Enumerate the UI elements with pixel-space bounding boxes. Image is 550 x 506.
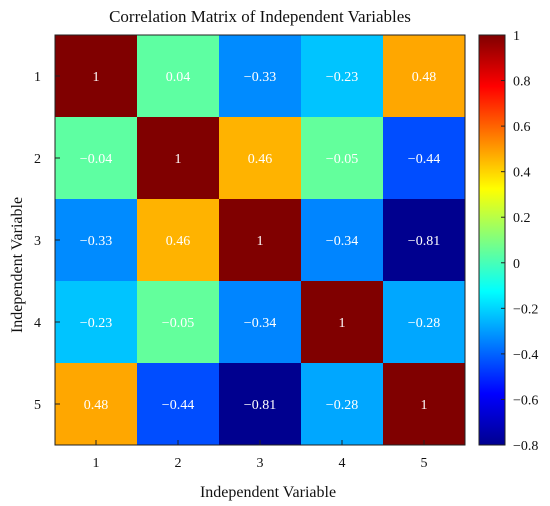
cell-label-r5-c2: −0.44	[162, 398, 194, 413]
heatmap-cell-r4-c2	[137, 281, 220, 364]
x-tick-label-3: 3	[257, 456, 264, 471]
cell-label-r5-c1: 0.48	[84, 398, 109, 413]
heatmap-cell-r4-c4	[301, 281, 384, 364]
heatmap-cell-r1-c4	[301, 35, 384, 118]
y-tick-label-1: 1	[34, 70, 41, 85]
cell-label-r4-c4: 1	[339, 316, 346, 331]
colorbar-tick-label: 1	[513, 29, 520, 44]
heatmap-cell-r1-c3	[219, 35, 302, 118]
heatmap-cell-r1-c1	[55, 35, 138, 118]
cell-label-r2-c4: −0.05	[326, 152, 358, 167]
heatmap-cell-r3-c2	[137, 199, 220, 282]
cell-label-r1-c4: −0.23	[326, 70, 358, 85]
x-tick-label-1: 1	[93, 456, 100, 471]
cell-label-r2-c1: −0.04	[80, 152, 112, 167]
y-tick-label-3: 3	[34, 234, 41, 249]
y-tick-label-4: 4	[34, 316, 41, 331]
cell-label-r5-c3: −0.81	[244, 398, 276, 413]
colorbar-tick-label: 0.6	[513, 120, 531, 135]
y-tick-label-2: 2	[34, 152, 41, 167]
heatmap-cell-r1-c5	[383, 35, 466, 118]
cell-label-r1-c5: 0.48	[412, 70, 437, 85]
cell-label-r2-c3: 0.46	[248, 152, 273, 167]
y-axis-ticks: 1 2 3 4 5	[34, 70, 60, 413]
colorbar-tick-label: −0.6	[513, 393, 538, 408]
x-tick-label-5: 5	[421, 456, 428, 471]
y-axis-label: Independent Variable	[9, 197, 26, 333]
cell-label-r3-c4: −0.34	[326, 234, 358, 249]
heatmap-cell-r1-c2	[137, 35, 220, 118]
cell-label-r4-c3: −0.34	[244, 316, 276, 331]
heatmap-cell-r5-c3	[219, 363, 302, 446]
heatmap-cell-r2-c2	[137, 117, 220, 200]
heatmap-cells	[55, 35, 466, 446]
y-tick-label-5: 5	[34, 398, 41, 413]
x-tick-label-2: 2	[175, 456, 182, 471]
x-tick-label-4: 4	[339, 456, 346, 471]
heatmap-cell-r2-c5	[383, 117, 466, 200]
heatmap-cell-r5-c1	[55, 363, 138, 446]
heatmap-cell-r3-c1	[55, 199, 138, 282]
cell-label-r5-c4: −0.28	[326, 398, 358, 413]
colorbar-tick-label: −0.2	[513, 302, 538, 317]
cell-label-r3-c2: 0.46	[166, 234, 191, 249]
heatmap-cell-r5-c2	[137, 363, 220, 446]
cell-label-r3-c3: 1	[257, 234, 264, 249]
cell-label-r5-c5: 1	[421, 398, 428, 413]
heatmap-cell-labels: 1 0.04 −0.33 −0.23 0.48 −0.04 1 0.46 −0.05 −0.44 −…	[80, 70, 440, 413]
cell-label-r1-c1: 1	[93, 70, 100, 85]
colorbar-tick-label: 0.2	[513, 211, 531, 226]
colorbar-ticks: 1 0.8 0.6 0.4 0.2 0 −0.2 −0.4 −0.6 −0.8	[501, 29, 538, 454]
heatmap-cell-r2-c4	[301, 117, 384, 200]
heatmap-cell-r5-c5	[383, 363, 466, 446]
heatmap-cell-r3-c4	[301, 199, 384, 282]
colorbar-tick-label: −0.8	[513, 439, 538, 454]
cell-label-r2-c5: −0.44	[408, 152, 440, 167]
heatmap-cell-r2-c3	[219, 117, 302, 200]
colorbar-tick-label: 0.4	[513, 166, 531, 181]
heatmap-cell-r4-c3	[219, 281, 302, 364]
x-axis-ticks: 1 2 3 4 5	[93, 440, 428, 471]
colorbar-tick-label: −0.4	[513, 348, 538, 363]
colorbar-tick-label: 0.8	[513, 75, 531, 90]
heatmap-cell-r2-c1	[55, 117, 138, 200]
cell-label-r3-c5: −0.81	[408, 234, 440, 249]
heatmap-cell-r4-c5	[383, 281, 466, 364]
cell-label-r3-c1: −0.33	[80, 234, 112, 249]
x-axis-label: Independent Variable	[200, 484, 336, 501]
cell-label-r4-c2: −0.05	[162, 316, 194, 331]
colorbar-tick-label: 0	[513, 257, 520, 272]
heatmap-cell-r5-c4	[301, 363, 384, 446]
colorbar: 1 0.8 0.6 0.4 0.2 0 −0.2 −0.4 −0.6 −0.8	[478, 29, 538, 454]
cell-label-r4-c1: −0.23	[80, 316, 112, 331]
heatmap-cell-r4-c1	[55, 281, 138, 364]
cell-label-r2-c2: 1	[175, 152, 182, 167]
cell-label-r1-c3: −0.33	[244, 70, 276, 85]
colorbar-gradient	[478, 34, 506, 446]
heatmap-cell-r3-c5	[383, 199, 466, 282]
cell-label-r1-c2: 0.04	[166, 70, 191, 85]
heatmap-cell-r3-c3	[219, 199, 302, 282]
cell-label-r4-c5: −0.28	[408, 316, 440, 331]
chart-title: Correlation Matrix of Independent Variab…	[109, 7, 411, 26]
